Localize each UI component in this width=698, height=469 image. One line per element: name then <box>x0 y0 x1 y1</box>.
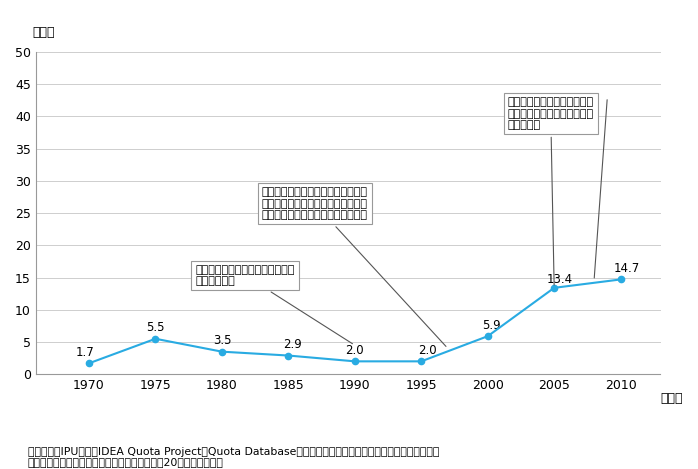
Text: 13.4: 13.4 <box>547 273 572 286</box>
Text: （年）: （年） <box>660 392 683 405</box>
Text: への女性の参画に関する調査』（平成20年）より作成。: への女性の参画に関する調査』（平成20年）より作成。 <box>28 457 224 467</box>
Text: 法改正により比例代表候補の
奇数順位を女性とするクオー
タ制を導入: 法改正により比例代表候補の 奇数順位を女性とするクオー タ制を導入 <box>507 97 594 285</box>
Text: 2.0: 2.0 <box>346 344 364 357</box>
Text: 5.9: 5.9 <box>482 318 501 332</box>
Text: 2.9: 2.9 <box>283 338 302 351</box>
Text: 5.5: 5.5 <box>146 321 165 334</box>
Text: 比例代表候補におけるクオータ制
を法律で規定: 比例代表候補におけるクオータ制 を法律で規定 <box>195 265 352 344</box>
Text: 1.7: 1.7 <box>75 346 94 359</box>
Text: （備考）　IPU資料，IDEA Quota Project『Quota Database』，内閣府『諸外国における政策・方鷑決定過程: （備考） IPU資料，IDEA Quota Project『Quota Data… <box>28 447 439 457</box>
Text: 法律による小選挙区候補者における
クオータ制の導入。割当以上の女性
候補者を掛げた政党に補助金を支給: 法律による小選挙区候補者における クオータ制の導入。割当以上の女性 候補者を掛げ… <box>262 187 446 347</box>
Text: （％）: （％） <box>33 26 55 39</box>
Text: 14.7: 14.7 <box>614 262 640 275</box>
Text: 2.0: 2.0 <box>419 344 437 357</box>
Text: 3.5: 3.5 <box>213 334 231 347</box>
